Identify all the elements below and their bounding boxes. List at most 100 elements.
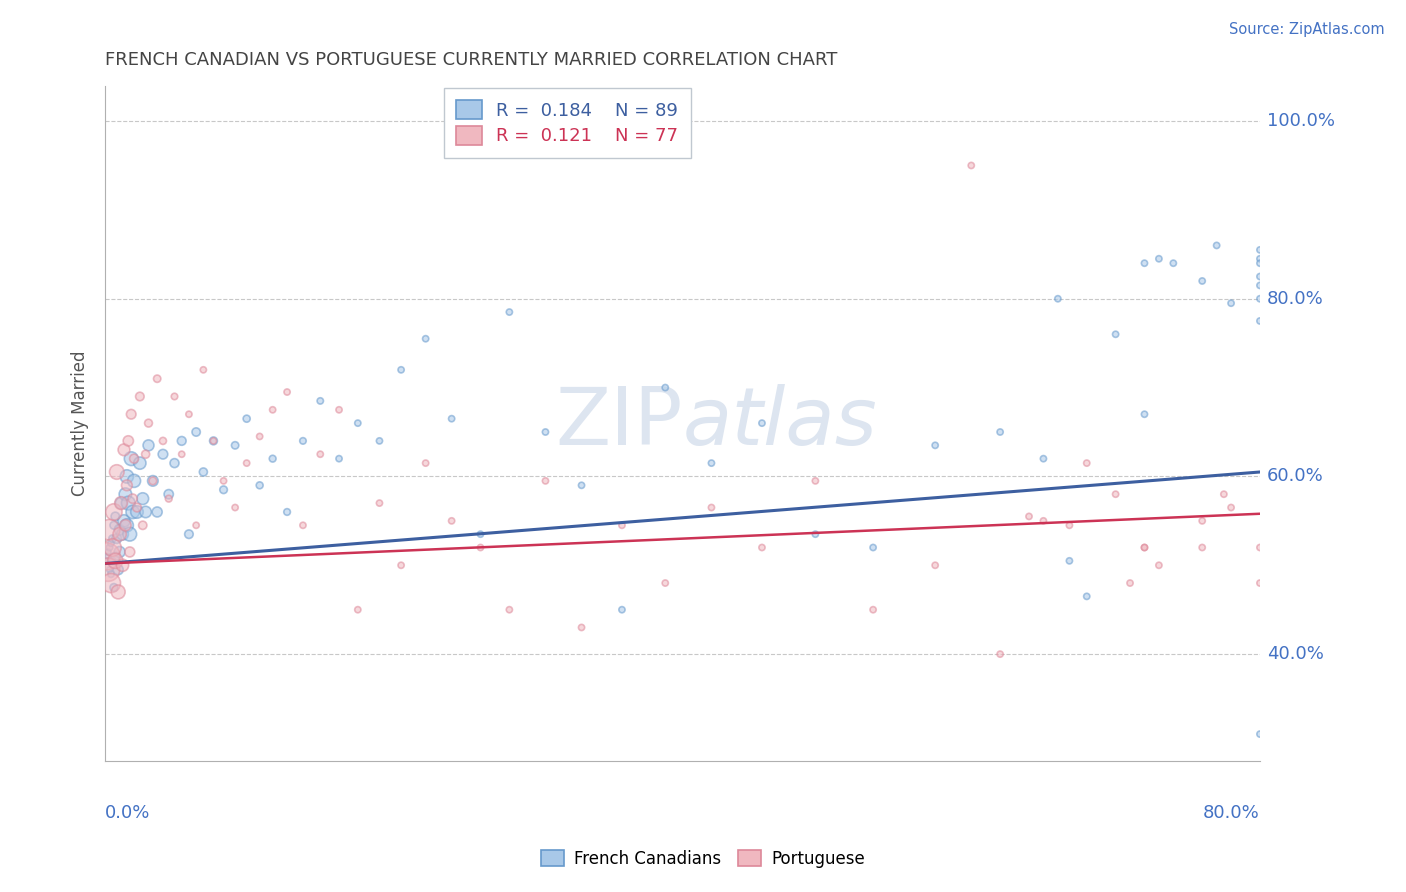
Point — [862, 603, 884, 617]
Point — [249, 478, 271, 492]
Point — [924, 558, 946, 573]
Point — [146, 372, 169, 386]
Point — [1249, 278, 1271, 293]
Point — [103, 505, 125, 519]
Point — [1059, 518, 1081, 533]
Point — [138, 438, 160, 452]
Point — [415, 456, 437, 470]
Point — [177, 407, 200, 421]
Point — [470, 527, 492, 541]
Point — [276, 505, 298, 519]
Point — [1205, 238, 1227, 252]
Point — [389, 558, 412, 573]
Point — [235, 456, 257, 470]
Point — [152, 447, 174, 461]
Point — [1133, 256, 1156, 270]
Point — [142, 474, 165, 488]
Point — [120, 407, 142, 421]
Point — [262, 451, 284, 466]
Point — [1249, 252, 1271, 266]
Point — [1018, 509, 1040, 524]
Point — [114, 487, 136, 501]
Point — [249, 429, 271, 443]
Text: ZIP: ZIP — [555, 384, 682, 462]
Point — [498, 305, 520, 319]
Point — [1249, 314, 1271, 328]
Point — [328, 402, 350, 417]
Point — [1191, 541, 1213, 555]
Point — [224, 438, 246, 452]
Point — [440, 411, 463, 425]
Point — [107, 585, 129, 599]
Point — [135, 505, 157, 519]
Point — [170, 447, 193, 461]
Point — [98, 541, 121, 555]
Point — [212, 474, 235, 488]
Point — [103, 581, 125, 595]
Point — [328, 451, 350, 466]
Point — [924, 438, 946, 452]
Point — [291, 518, 314, 533]
Point — [235, 411, 257, 425]
Legend: French Canadians, Portuguese: French Canadians, Portuguese — [534, 844, 872, 875]
Point — [1147, 252, 1170, 266]
Point — [1133, 407, 1156, 421]
Point — [157, 487, 180, 501]
Text: 60.0%: 60.0% — [1267, 467, 1324, 485]
Point — [101, 532, 124, 546]
Point — [571, 478, 593, 492]
Text: 0.0%: 0.0% — [105, 805, 150, 822]
Point — [571, 620, 593, 634]
Point — [700, 456, 723, 470]
Point — [415, 332, 437, 346]
Point — [1249, 243, 1271, 257]
Text: 100.0%: 100.0% — [1267, 112, 1336, 130]
Point — [804, 527, 827, 541]
Point — [157, 491, 180, 506]
Text: 80.0%: 80.0% — [1204, 805, 1260, 822]
Point — [101, 541, 124, 555]
Point — [152, 434, 174, 448]
Point — [498, 603, 520, 617]
Point — [115, 518, 138, 533]
Point — [1249, 541, 1271, 555]
Point — [96, 549, 118, 564]
Point — [122, 451, 145, 466]
Point — [534, 425, 557, 439]
Point — [118, 527, 141, 541]
Point — [610, 603, 633, 617]
Point — [105, 532, 128, 546]
Point — [1249, 576, 1271, 591]
Point — [700, 500, 723, 515]
Point — [309, 393, 332, 408]
Point — [107, 563, 129, 577]
Point — [1249, 256, 1271, 270]
Point — [98, 563, 121, 577]
Point — [103, 518, 125, 533]
Point — [186, 518, 208, 533]
Point — [111, 558, 134, 573]
Point — [101, 554, 124, 568]
Point — [138, 416, 160, 430]
Point — [128, 389, 150, 403]
Point — [202, 434, 225, 448]
Text: 40.0%: 40.0% — [1267, 645, 1324, 663]
Point — [309, 447, 332, 461]
Text: 80.0%: 80.0% — [1267, 290, 1324, 308]
Point — [1220, 296, 1243, 310]
Point — [100, 567, 122, 582]
Point — [120, 451, 142, 466]
Point — [110, 496, 132, 510]
Point — [654, 576, 676, 591]
Point — [121, 491, 143, 506]
Point — [177, 527, 200, 541]
Point — [276, 384, 298, 399]
Point — [1076, 456, 1098, 470]
Point — [224, 500, 246, 515]
Point — [96, 554, 118, 568]
Point — [470, 541, 492, 555]
Point — [1249, 727, 1271, 741]
Point — [1220, 500, 1243, 515]
Point — [110, 496, 132, 510]
Point — [212, 483, 235, 497]
